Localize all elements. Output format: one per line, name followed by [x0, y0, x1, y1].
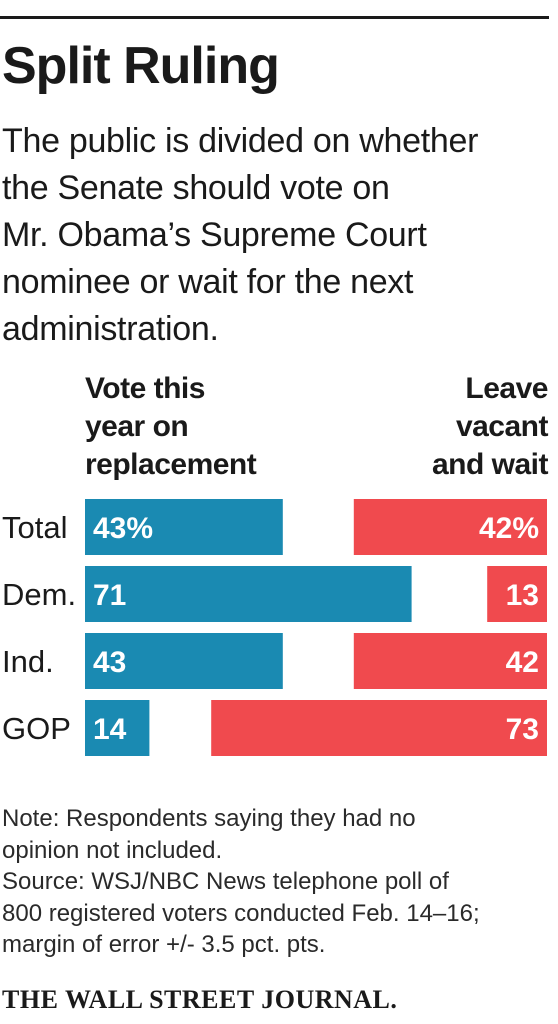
header-line: replacement	[85, 448, 257, 481]
leave-bar-label: 73	[506, 713, 539, 746]
leave-bar-label: 42	[506, 646, 539, 679]
header-line: Leave	[465, 372, 548, 405]
top-rule	[0, 16, 549, 19]
chart-note: Note: Respondents saying they had no opi…	[2, 803, 552, 961]
subtitle-line: The public is divided on whether	[2, 122, 479, 160]
subtitle-line: the Senate should vote on	[2, 169, 390, 207]
chart-subtitle: The public is divided on whether the Sen…	[2, 118, 552, 353]
header-line: Vote this	[85, 372, 205, 405]
leave-bar-label: 42%	[479, 512, 539, 545]
vote-bar	[85, 499, 283, 555]
header-line: year on	[85, 410, 189, 443]
vote-bar-label: 43	[93, 646, 126, 679]
note-line: opinion not included.	[2, 836, 223, 864]
vote-bar	[85, 633, 283, 689]
diverging-bar-chart: Total 43% 42% Dem. 71 13 Ind. 43 42 GOP 14 73	[2, 499, 547, 756]
leave-bar	[487, 566, 547, 622]
leave-bar	[353, 633, 547, 689]
subtitle-line: Mr. Obama’s Supreme Court	[2, 216, 427, 254]
chart-title: Split Ruling	[2, 37, 280, 95]
vote-bar-label: 14	[93, 713, 127, 746]
row-label: Dem.	[2, 577, 76, 612]
vote-bar-label: 71	[93, 579, 126, 612]
row-label: Ind.	[2, 644, 54, 679]
subtitle-line: administration.	[2, 310, 219, 348]
header-line: and wait	[431, 448, 549, 481]
row-label: GOP	[2, 711, 71, 746]
leave-series-header: Leave vacant and wait	[431, 370, 549, 484]
vote-bar-label: 43%	[93, 512, 153, 545]
leave-bar	[211, 700, 547, 756]
row-label: Total	[2, 510, 67, 545]
vote-series-header: Vote this year on replacement	[85, 370, 257, 484]
note-line: Source: WSJ/NBC News telephone poll of	[2, 868, 449, 895]
note-line: margin of error +/- 3.5 pct. pts.	[2, 931, 326, 958]
subtitle-line: nominee or wait for the next	[2, 263, 414, 301]
header-line: vacant	[455, 410, 549, 443]
note-line: 800 registered voters conducted Feb. 14–…	[2, 899, 480, 927]
leave-bar-label: 13	[506, 579, 539, 612]
publisher-logo: THE WALL STREET JOURNAL.	[2, 985, 398, 1014]
vote-bar	[85, 700, 150, 756]
leave-bar	[353, 499, 547, 555]
vote-bar	[85, 566, 412, 622]
note-line: Note: Respondents saying they had no	[2, 805, 416, 832]
